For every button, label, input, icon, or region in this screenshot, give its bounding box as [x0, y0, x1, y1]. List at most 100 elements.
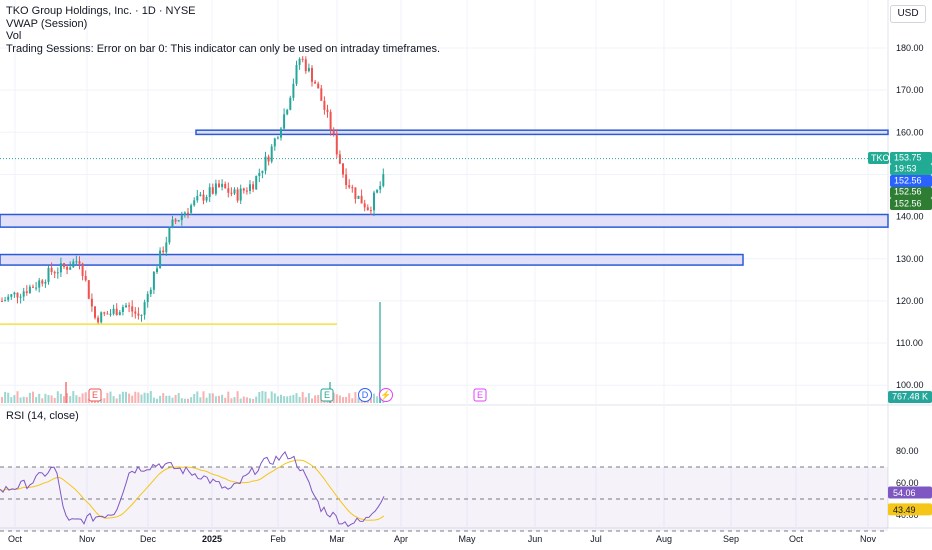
volume-bar [174, 394, 177, 403]
event-marker-bg[interactable] [473, 388, 487, 402]
candle-body [267, 156, 270, 162]
zone-lower[interactable] [0, 253, 744, 266]
volume-bar [165, 395, 168, 403]
candle-body [13, 292, 16, 295]
volume-bar [348, 393, 351, 403]
vwap-legend[interactable]: VWAP (Session) [6, 17, 88, 30]
volume-bar [311, 398, 313, 403]
volume-bar [239, 398, 242, 403]
candle-body [109, 313, 112, 315]
volume-bar [171, 397, 174, 403]
time-tick-label: Nov [79, 534, 96, 544]
volume-bar [1, 397, 3, 403]
symbol-title[interactable]: TKO Group Holdings, Inc. · 1D · NYSE [6, 5, 196, 17]
volume-bar [289, 395, 292, 403]
volume-bar [307, 393, 310, 403]
extra-badge-1-text: 152.56 [894, 187, 922, 197]
candle-body [72, 261, 75, 268]
zone-upper[interactable] [195, 129, 889, 136]
candle-body [357, 195, 360, 199]
vwap-badge-bg [890, 175, 932, 187]
sessions-error-legend[interactable]: Trading Sessions: Error on bar 0: This i… [6, 42, 441, 55]
volume-bar [317, 395, 320, 403]
time-tick-label: Oct [8, 534, 23, 544]
volume-bars [1, 302, 385, 403]
price-axis[interactable]: 180.00170.00160.00150.00140.00130.00120.… [896, 43, 924, 390]
candle-body [286, 109, 289, 115]
symbol-badge-bg [868, 152, 889, 164]
candle-body [143, 302, 146, 315]
volume-bar [227, 391, 230, 403]
volume-bar [140, 394, 143, 403]
candle-body [211, 187, 214, 194]
candle-body [199, 194, 202, 196]
event-marker-bg[interactable] [379, 388, 393, 402]
volume-bar [230, 398, 233, 403]
zone-middle[interactable] [0, 213, 889, 228]
event-marker-letter: E [477, 390, 483, 400]
candle-body [323, 100, 326, 110]
candle-body [264, 156, 267, 171]
volume-bar [190, 397, 193, 403]
volume-bar [38, 393, 41, 403]
candle-body [369, 210, 372, 212]
volume-bar [342, 397, 344, 403]
vol-legend[interactable]: Vol [6, 30, 22, 42]
candle-body [1, 300, 3, 302]
rsi-legend[interactable]: RSI (14, close) [6, 410, 79, 422]
event-marker-bg[interactable] [88, 388, 102, 402]
volume-bar [131, 395, 134, 403]
candle-body [38, 280, 41, 288]
candle-body [32, 286, 34, 288]
candle-body [137, 313, 140, 316]
volume-bar [115, 398, 118, 403]
extra-badge-1: 152.56 [890, 187, 932, 198]
candle-body [224, 183, 227, 189]
candle-body [354, 187, 357, 199]
volume-bar [298, 396, 301, 403]
candle-body [25, 291, 28, 293]
volume-bar [156, 398, 158, 403]
volume-bar [59, 393, 62, 403]
volume-spike [65, 382, 67, 403]
volume-bar [301, 392, 304, 403]
event-markers[interactable]: E E D ⚡ E [88, 388, 487, 402]
candle-body [159, 250, 162, 269]
candle-body [152, 271, 155, 290]
price-tick-label: 130.00 [896, 254, 924, 264]
currency-button[interactable]: USD [890, 5, 926, 23]
candle-body [283, 114, 286, 129]
candle-body [125, 305, 127, 308]
time-axis[interactable]: Oct Nov Dec 2025 Feb Mar Apr May Jun Jul Aug Sep Oct… [8, 534, 877, 544]
candle-body [298, 58, 301, 65]
candle-body [156, 268, 158, 272]
time-tick-label: 2025 [202, 534, 222, 544]
time-tick-label: Jun [528, 534, 543, 544]
volume-bar [44, 393, 47, 403]
volume-bar [270, 391, 273, 403]
rsi-tick-label: 80.00 [896, 446, 919, 456]
candle-body [174, 219, 177, 222]
horizontal-zones[interactable] [0, 129, 889, 266]
countdown-badge-bg [890, 164, 932, 175]
event-marker-bg[interactable] [320, 388, 334, 402]
candle-body [115, 308, 118, 316]
time-tick-label: Feb [270, 534, 286, 544]
candle-body [22, 291, 25, 297]
candle-body [221, 183, 224, 188]
candle-body [208, 187, 211, 198]
candle-body [233, 189, 236, 194]
event-marker-letter: E [324, 390, 330, 400]
candle-body [320, 88, 323, 101]
volume-bar [50, 395, 53, 403]
candle-body [90, 298, 93, 307]
candle-body [276, 137, 279, 139]
volume-bar [357, 397, 360, 403]
time-tick-label: Oct [789, 534, 804, 544]
candle-body [249, 184, 251, 192]
volume-bar [35, 397, 38, 403]
event-marker-bg[interactable] [358, 388, 372, 402]
candle-body [131, 306, 134, 312]
